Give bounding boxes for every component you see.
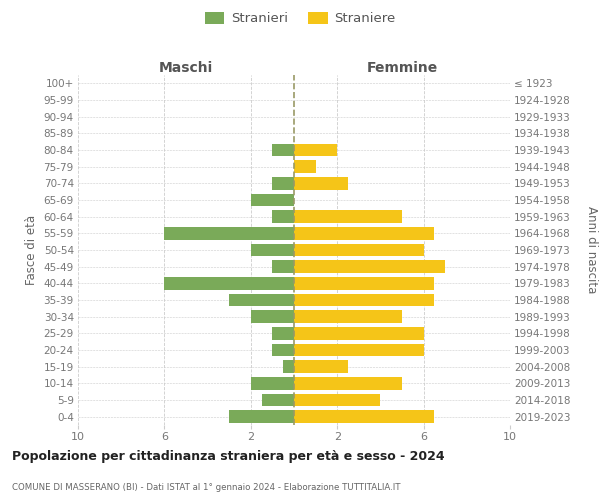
Bar <box>272 327 294 340</box>
Bar <box>294 227 434 239</box>
Bar <box>229 410 294 423</box>
Bar <box>294 394 380 406</box>
Bar <box>294 360 348 373</box>
Bar <box>294 144 337 156</box>
Bar <box>294 277 434 289</box>
Bar <box>294 310 402 323</box>
Y-axis label: Anni di nascita: Anni di nascita <box>585 206 598 294</box>
Bar <box>272 344 294 356</box>
Bar <box>272 260 294 273</box>
Bar <box>164 277 294 289</box>
Bar <box>251 310 294 323</box>
Bar <box>251 244 294 256</box>
Bar <box>294 377 402 390</box>
Legend: Stranieri, Straniere: Stranieri, Straniere <box>199 6 401 30</box>
Bar <box>262 394 294 406</box>
Bar <box>272 144 294 156</box>
Bar <box>229 294 294 306</box>
Bar <box>294 260 445 273</box>
Bar <box>251 377 294 390</box>
Bar <box>294 344 424 356</box>
Bar <box>294 410 434 423</box>
Bar <box>294 160 316 173</box>
Bar <box>294 210 402 223</box>
Text: COMUNE DI MASSERANO (BI) - Dati ISTAT al 1° gennaio 2024 - Elaborazione TUTTITAL: COMUNE DI MASSERANO (BI) - Dati ISTAT al… <box>12 482 401 492</box>
Bar <box>283 360 294 373</box>
Bar <box>294 327 424 340</box>
Text: Popolazione per cittadinanza straniera per età e sesso - 2024: Popolazione per cittadinanza straniera p… <box>12 450 445 463</box>
Bar <box>272 210 294 223</box>
Bar <box>294 177 348 190</box>
Text: Femmine: Femmine <box>367 61 437 75</box>
Y-axis label: Fasce di età: Fasce di età <box>25 215 38 285</box>
Bar <box>164 227 294 239</box>
Bar <box>251 194 294 206</box>
Text: Maschi: Maschi <box>159 61 213 75</box>
Bar <box>272 177 294 190</box>
Bar <box>294 294 434 306</box>
Bar <box>294 244 424 256</box>
